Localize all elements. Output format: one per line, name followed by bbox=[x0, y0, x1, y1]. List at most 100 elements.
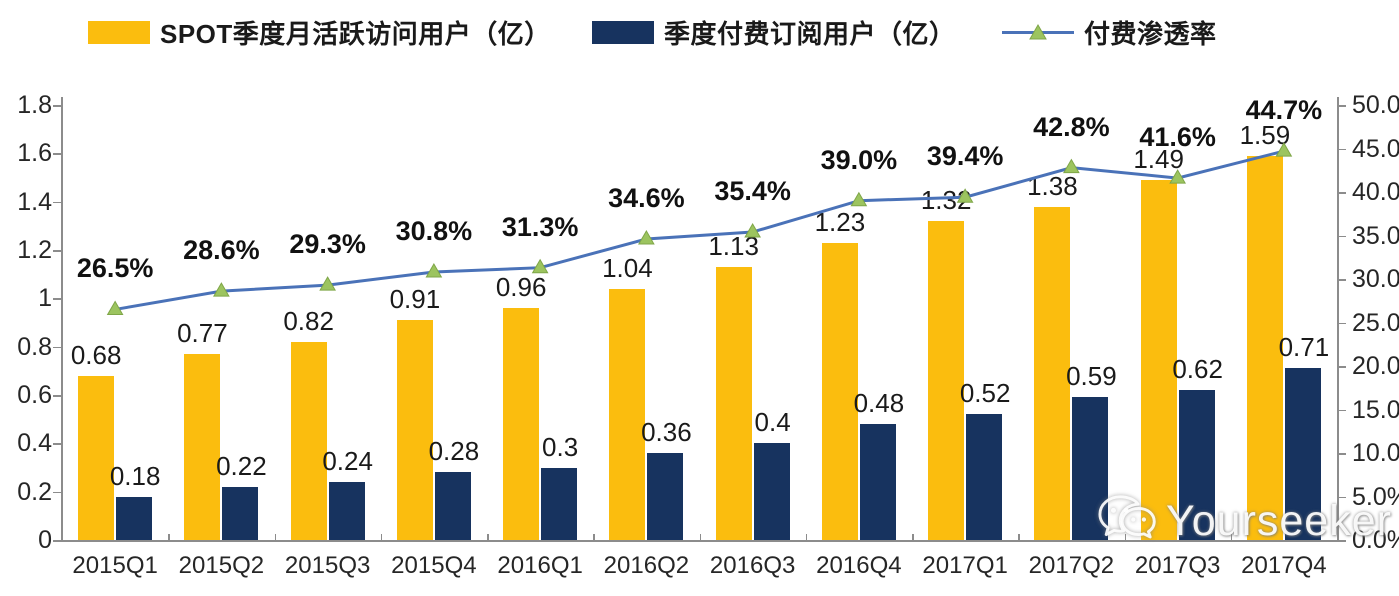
bar-label-subscribers-2017Q1: 0.52 bbox=[959, 378, 1011, 409]
right-axis-tick bbox=[1338, 540, 1346, 542]
penetration-label-2015Q3: 29.3% bbox=[289, 229, 366, 260]
left-axis-tick bbox=[53, 298, 61, 300]
bar-mau-2015Q4 bbox=[396, 320, 433, 540]
left-axis-tick-label: 1.4 bbox=[17, 187, 52, 216]
penetration-marker-2016Q4 bbox=[850, 191, 868, 207]
x-axis-label-2015Q1: 2015Q1 bbox=[72, 552, 158, 579]
left-axis-tick bbox=[53, 250, 61, 252]
penetration-label-2017Q3: 41.6% bbox=[1139, 122, 1216, 153]
legend-item-mau: SPOT季度月活跃访问用户（亿） bbox=[88, 14, 551, 50]
penetration-label-2016Q1: 31.3% bbox=[501, 211, 579, 242]
penetration-label-2017Q4: 44.7% bbox=[1245, 95, 1323, 126]
bar-mau-2017Q3 bbox=[1140, 179, 1177, 540]
right-axis-tick-label: 15.0% bbox=[1352, 395, 1399, 424]
x-axis-tick bbox=[380, 534, 383, 541]
right-axis-tick-label: 10.0% bbox=[1352, 439, 1399, 467]
x-axis-label-2015Q2: 2015Q2 bbox=[178, 552, 265, 579]
legend-label-mau: SPOT季度月活跃访问用户（亿） bbox=[160, 18, 551, 49]
left-axis-tick bbox=[53, 105, 61, 107]
right-axis-tick bbox=[1338, 322, 1346, 325]
bar-mau-2016Q1 bbox=[503, 308, 540, 540]
legend-item-penetration: 付费渗透率 bbox=[1002, 14, 1217, 50]
bar-label-subscribers-2016Q1: 0.3 bbox=[542, 431, 579, 462]
bar-subscribers-2016Q3 bbox=[753, 443, 790, 540]
bar-label-mau-2017Q1: 1.32 bbox=[920, 185, 972, 215]
right-axis-tick-label: 50.0% bbox=[1352, 91, 1399, 119]
penetration-marker-2016Q2 bbox=[638, 229, 655, 245]
bar-label-mau-2016Q2: 1.04 bbox=[602, 252, 653, 283]
penetration-marker-2015Q1 bbox=[106, 300, 124, 315]
bar-label-mau-2016Q4: 1.23 bbox=[814, 206, 866, 237]
bar-label-subscribers-2015Q2: 0.22 bbox=[216, 450, 267, 481]
bar-label-mau-2017Q2: 1.38 bbox=[1027, 170, 1078, 201]
bar-subscribers-2017Q2 bbox=[1072, 397, 1109, 540]
penetration-marker-2015Q3 bbox=[319, 276, 336, 291]
x-axis-tick bbox=[805, 534, 808, 541]
x-axis-tick bbox=[593, 534, 595, 541]
triangle-marker-icon bbox=[1029, 23, 1047, 40]
legend-item-subscribers: 季度付费订阅用户（亿） bbox=[592, 14, 956, 50]
right-axis-tick bbox=[1338, 279, 1346, 281]
x-axis-tick bbox=[699, 534, 702, 541]
x-axis-label-2017Q3: 2017Q3 bbox=[1134, 552, 1221, 579]
left-axis-tick-label: 0.4 bbox=[17, 429, 52, 458]
x-axis-label-2016Q1: 2016Q1 bbox=[497, 552, 583, 579]
bar-label-subscribers-2015Q3: 0.24 bbox=[322, 446, 373, 476]
bar-mau-2015Q3 bbox=[290, 341, 327, 540]
left-axis-tick-label: 1.2 bbox=[17, 236, 52, 264]
x-axis-label-2016Q2: 2016Q2 bbox=[603, 552, 690, 579]
right-axis-line bbox=[1337, 97, 1339, 540]
right-axis-tick-label: 40.0% bbox=[1352, 178, 1399, 206]
bar-subscribers-2015Q1 bbox=[116, 496, 153, 540]
legend-label-penetration: 付费渗透率 bbox=[1084, 18, 1217, 49]
left-axis-line bbox=[61, 97, 63, 540]
penetration-label-2017Q1: 39.4% bbox=[926, 141, 1004, 172]
bar-subscribers-2015Q3 bbox=[328, 482, 365, 540]
right-axis-tick-label: 20.0% bbox=[1352, 352, 1399, 380]
x-axis-label-2017Q2: 2017Q2 bbox=[1028, 552, 1115, 579]
right-axis-tick bbox=[1338, 496, 1346, 499]
right-axis-tick-label: 45.0% bbox=[1352, 134, 1399, 163]
right-axis-tick bbox=[1338, 192, 1346, 194]
bar-subscribers-2017Q1 bbox=[966, 414, 1003, 540]
x-axis-tick bbox=[274, 534, 277, 541]
penetration-line-swatch bbox=[1002, 21, 1074, 44]
bar-subscribers-2016Q1 bbox=[541, 467, 578, 540]
bar-subscribers-2016Q2 bbox=[647, 453, 684, 540]
right-axis-tick-label: 35.0% bbox=[1352, 221, 1399, 250]
bar-label-subscribers-2017Q2: 0.59 bbox=[1066, 361, 1117, 392]
right-axis-tick-label: 0.0% bbox=[1352, 526, 1399, 554]
bar-subscribers-2015Q2 bbox=[222, 486, 259, 540]
penetration-label-2016Q2: 34.6% bbox=[608, 182, 685, 213]
x-axis-label-2016Q3: 2016Q3 bbox=[709, 552, 796, 579]
penetration-label-2015Q1: 26.5% bbox=[76, 253, 154, 284]
penetration-label-2016Q3: 35.4% bbox=[714, 176, 791, 207]
bar-mau-2017Q4 bbox=[1246, 155, 1283, 540]
right-axis-tick-label: 25.0% bbox=[1352, 308, 1399, 337]
left-axis-tick-label: 1 bbox=[38, 284, 52, 313]
x-axis-label-2016Q4: 2016Q4 bbox=[816, 552, 902, 579]
left-axis-tick bbox=[53, 346, 61, 349]
left-axis-tick bbox=[53, 395, 61, 397]
penetration-label-2016Q4: 39.0% bbox=[820, 144, 898, 175]
bar-label-subscribers-2017Q3: 0.62 bbox=[1172, 354, 1223, 385]
penetration-label-2017Q2: 42.8% bbox=[1033, 111, 1110, 142]
bar-subscribers-2015Q4 bbox=[434, 472, 471, 540]
x-axis-tick bbox=[1124, 534, 1127, 541]
bar-label-subscribers-2015Q4: 0.28 bbox=[428, 436, 480, 467]
right-axis-tick-label: 30.0% bbox=[1352, 265, 1399, 293]
x-axis-tick bbox=[168, 534, 170, 541]
left-axis-tick-label: 0.6 bbox=[17, 381, 52, 409]
penetration-marker-2015Q2 bbox=[213, 282, 230, 297]
left-axis-tick-label: 1.8 bbox=[17, 91, 52, 119]
right-axis-tick bbox=[1338, 409, 1346, 412]
left-axis-tick-label: 0 bbox=[38, 526, 52, 554]
left-axis-tick bbox=[53, 201, 61, 204]
x-axis-label-2015Q3: 2015Q3 bbox=[284, 552, 371, 579]
bar-label-mau-2015Q3: 0.82 bbox=[283, 305, 334, 336]
bar-label-subscribers-2017Q4: 0.71 bbox=[1278, 332, 1330, 363]
bar-label-mau-2015Q1: 0.68 bbox=[70, 339, 122, 370]
bar-mau-2016Q4 bbox=[821, 242, 858, 540]
